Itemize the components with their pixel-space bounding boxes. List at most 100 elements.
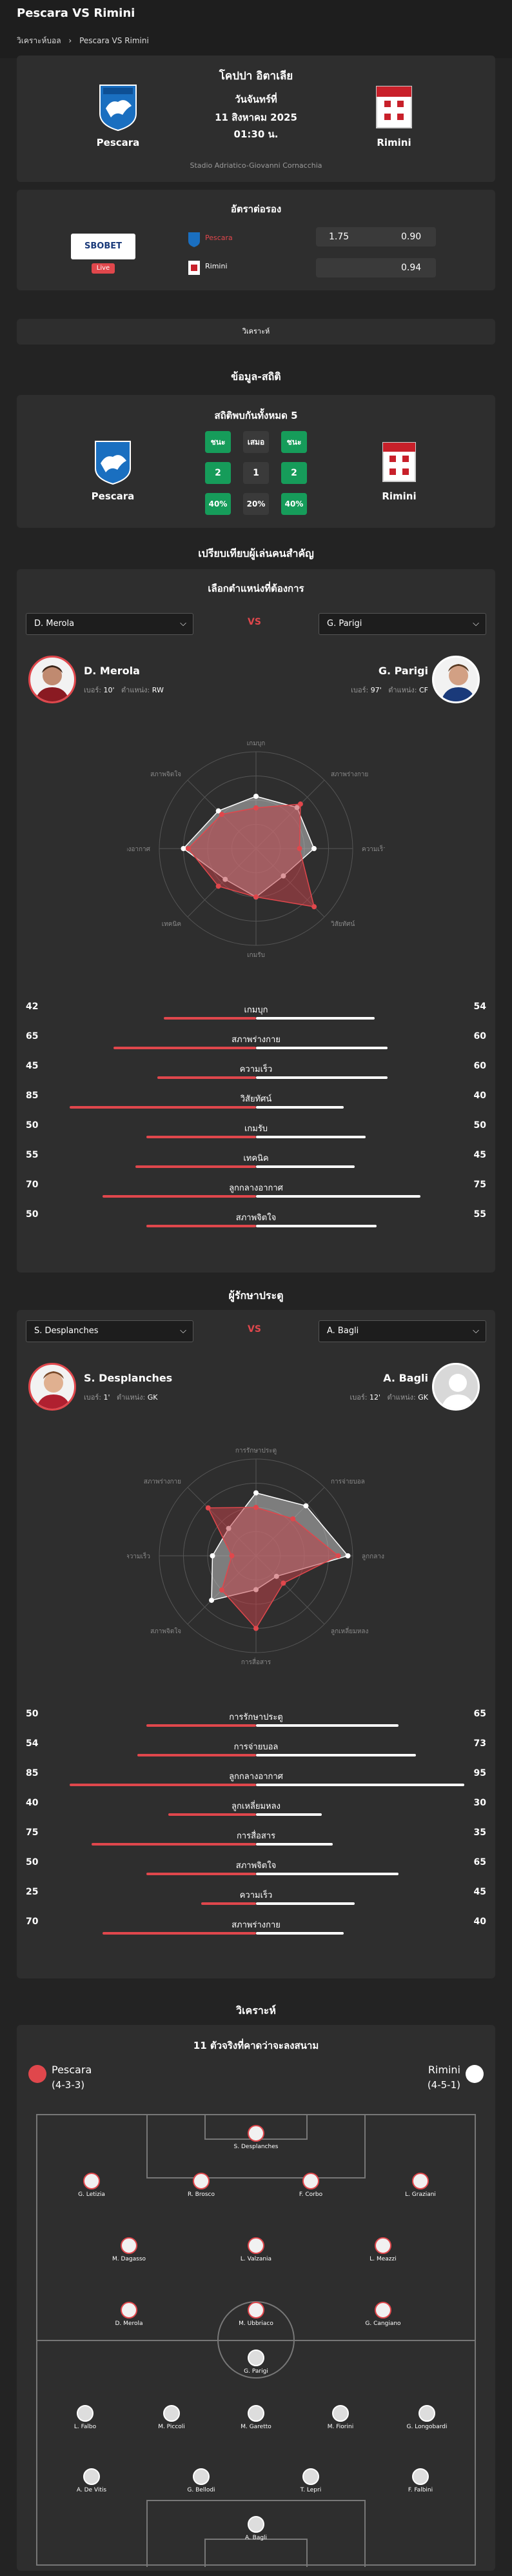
odds-home-pill[interactable] <box>316 227 436 247</box>
stats-section-title: ข้อมูล-สถิติ <box>231 370 281 383</box>
fw-home-pos-label: ตำแหน่ง: <box>121 686 150 694</box>
fw-radar-home-point <box>219 811 224 817</box>
gk-away-number: 12' <box>369 1393 380 1402</box>
fw-radar-home-point <box>253 805 259 810</box>
home-player-marker[interactable] <box>83 2173 100 2189</box>
gk-away-select[interactable]: A. Bagli ⌵ <box>319 1320 486 1342</box>
page-title: Pescara VS Rimini <box>17 6 135 20</box>
fw-radar-away-point <box>311 846 317 851</box>
fw-radar-home-point <box>186 846 191 851</box>
analysis-link-label[interactable]: วิเคราะห์ <box>242 327 270 336</box>
gk-stat-away-value: 95 <box>473 1768 486 1778</box>
home-player-marker[interactable] <box>193 2173 210 2189</box>
match-card <box>17 55 495 182</box>
home-team-name[interactable]: Pescara <box>96 137 140 148</box>
home-player-marker[interactable] <box>248 2125 264 2142</box>
fw-radar-axis-label: สภาพจิตใจ <box>150 770 181 778</box>
h2h-away-percent: 40% <box>281 493 307 515</box>
gk-radar-away-point <box>253 1490 259 1496</box>
gk-stat-away-bar <box>256 1754 417 1756</box>
gk-radar-away-point <box>303 1503 309 1509</box>
fw-stat-home-value: 85 <box>26 1091 39 1101</box>
home-player-name: M. Dagasso <box>112 2256 146 2262</box>
fw-radar-axis-label: วิสัยทัศน์ <box>331 920 355 928</box>
gk-radar-axis-label: การสื่อสาร <box>241 1657 271 1666</box>
fw-stat-row: 65 สภาพร่างกาย 60 <box>26 1030 486 1056</box>
fw-stat-away-bar <box>256 1136 366 1138</box>
fw-stat-home-value: 50 <box>26 1209 39 1220</box>
gk-away-number-label: เบอร์: <box>350 1393 368 1402</box>
lineup-home-name: Pescara <box>52 2064 92 2076</box>
home-player-marker[interactable] <box>248 2237 264 2254</box>
fw-radar-home-area <box>187 803 315 908</box>
fw-home-select[interactable]: D. Merola ⌵ <box>26 613 193 635</box>
gk-vs-label: VS <box>248 1324 261 1334</box>
rimini-crest-icon <box>376 86 412 128</box>
analysis-link-bar[interactable] <box>17 319 495 345</box>
away-player-marker[interactable] <box>77 2405 94 2422</box>
home-player-marker[interactable] <box>375 2302 391 2319</box>
gk-stat-away-value: 40 <box>473 1917 486 1927</box>
away-player-marker[interactable] <box>83 2468 100 2485</box>
fw-stat-name: ลูกกลางอากาศ <box>229 1183 283 1193</box>
odds-away-pill[interactable] <box>316 258 436 277</box>
away-player-name: A. Bagli <box>244 2535 268 2541</box>
fw-stat-home-bar <box>146 1225 256 1227</box>
gk-stat-away-value: 73 <box>473 1738 486 1749</box>
fw-stat-away-bar <box>256 1195 420 1198</box>
home-player-marker[interactable] <box>412 2173 429 2189</box>
gk-stat-name: การรักษาประตู <box>229 1713 283 1722</box>
gk-radar-home-point <box>253 1505 259 1510</box>
fw-stat-home-bar <box>157 1076 256 1079</box>
away-player-marker[interactable] <box>302 2468 319 2485</box>
away-player-marker[interactable] <box>332 2405 349 2422</box>
top-bar <box>0 0 512 58</box>
away-player-marker[interactable] <box>412 2468 429 2485</box>
breadcrumb-current: Pescara VS Rimini <box>79 36 149 45</box>
fw-away-select[interactable]: G. Parigi ⌵ <box>319 613 486 635</box>
fw-stat-row: 42 เกมบุก 54 <box>26 1000 486 1026</box>
chevron-down-icon: ⌵ <box>473 1326 479 1336</box>
match-time: 01:30 น. <box>233 128 279 140</box>
home-player-marker[interactable] <box>121 2302 137 2319</box>
gk-stat-home-bar <box>92 1843 256 1846</box>
away-player-marker[interactable] <box>418 2405 435 2422</box>
gk-radar-home-point <box>335 1553 341 1558</box>
home-player-marker[interactable] <box>248 2302 264 2319</box>
fw-home-select-value: D. Merola <box>34 619 75 629</box>
odds-away-name: Rimini <box>205 262 228 270</box>
breadcrumb-home[interactable]: วิเคราะห์บอล <box>17 36 61 45</box>
gk-stat-row: 54 การจ่ายบอล 73 <box>26 1737 486 1763</box>
away-team-name[interactable]: Rimini <box>377 137 411 148</box>
fw-stat-row: 70 ลูกกลางอากาศ 75 <box>26 1178 486 1204</box>
fw-away-pos-label: ตำแหน่ง: <box>388 686 417 694</box>
away-player-marker[interactable] <box>248 2405 264 2422</box>
fw-stat-away-bar <box>256 1106 344 1109</box>
venue: Stadio Adriatico-Giovanni Cornacchia <box>190 161 322 170</box>
fw-radar-home-point <box>215 883 221 889</box>
live-badge: Live <box>92 263 115 274</box>
home-player-marker[interactable] <box>302 2173 319 2189</box>
bookmaker-logo[interactable]: SBOBET <box>71 234 135 259</box>
away-player-marker[interactable] <box>248 2516 264 2533</box>
away-player-name: A. De Vitis <box>76 2487 107 2493</box>
gk-away-pos-label: ตำแหน่ง: <box>387 1393 416 1402</box>
breadcrumb-separator: › <box>68 36 72 45</box>
fw-away-avatar <box>432 656 480 703</box>
fw-home-number: 10' <box>103 686 115 694</box>
home-player-marker[interactable] <box>375 2237 391 2254</box>
fw-stat-row: 50 เกมรับ 50 <box>26 1119 486 1145</box>
home-player-marker[interactable] <box>121 2237 137 2254</box>
away-player-marker[interactable] <box>163 2405 180 2422</box>
gk-radar-home-point <box>290 1516 296 1522</box>
bookmaker-name: SBOBET <box>84 241 122 251</box>
pescara-h2h-crest-icon <box>95 441 131 485</box>
away-player-marker[interactable] <box>248 2350 264 2366</box>
fw-stat-name: เกมรับ <box>244 1124 268 1134</box>
away-player-name: M. Fiorini <box>327 2424 354 2430</box>
gk-home-select[interactable]: S. Desplanches ⌵ <box>26 1320 193 1342</box>
lineup-title: 11 ตัวจริงที่คาดว่าจะลงสนาม <box>193 2040 319 2051</box>
away-player-marker[interactable] <box>193 2468 210 2485</box>
odds-home-name: Pescara <box>205 234 233 242</box>
home-color-dot <box>28 2065 46 2083</box>
